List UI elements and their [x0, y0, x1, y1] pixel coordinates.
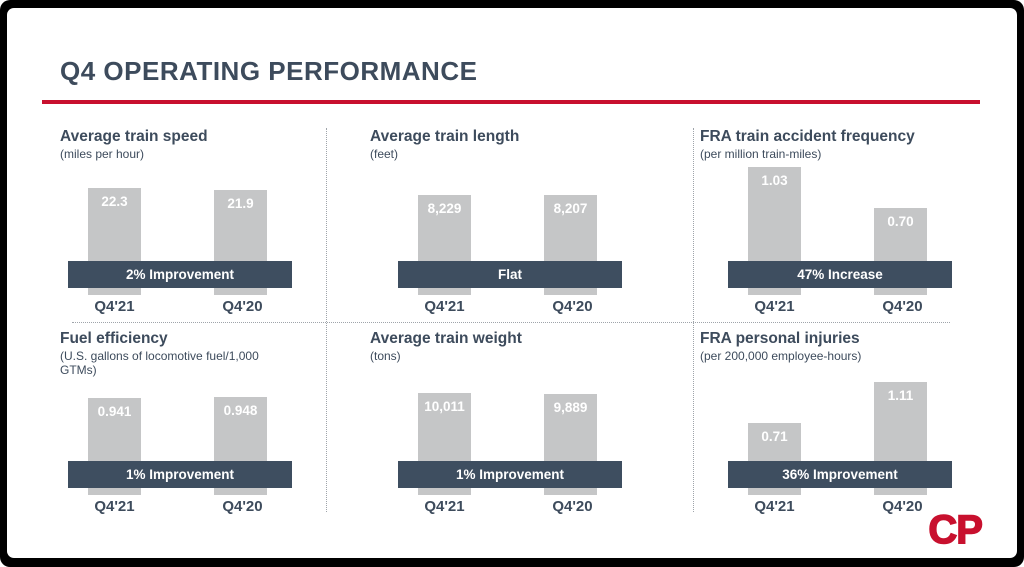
panel-fuel-efficiency: Fuel efficiency (U.S. gallons of locomot… [40, 327, 326, 520]
category-label-q4-21: Q4'21 [754, 298, 795, 315]
page-title: Q4 OPERATING PERFORMANCE [60, 56, 478, 86]
callout-label: 1% Improvement [125, 467, 235, 482]
category-label-q4-21: Q4'21 [424, 498, 465, 515]
vertical-divider-2 [693, 128, 694, 512]
bar-value-label: 1.11 [887, 388, 914, 403]
horizontal-divider [72, 322, 950, 323]
cp-logo: CP [928, 507, 984, 553]
panel-subtitle: (per 200,000 employee-hours) [700, 349, 862, 363]
category-label-q4-20: Q4'20 [552, 498, 593, 515]
bar-value-label: 10,011 [424, 399, 465, 414]
category-axis: Q4'21 Q4'20 [700, 298, 986, 318]
bar-chart: 8,229 8,207 Flat [370, 165, 656, 295]
category-axis: Q4'21 Q4'20 [40, 298, 326, 318]
panel-fra-train-accident-frequency: FRA train accident frequency (per millio… [700, 125, 986, 320]
category-label-q4-21: Q4'21 [424, 298, 465, 315]
category-label-q4-20: Q4'20 [882, 498, 923, 515]
bar-value-label: 21.9 [227, 196, 254, 211]
category-axis: Q4'21 Q4'20 [370, 298, 656, 318]
bar-value-label: 0.71 [761, 429, 788, 444]
panel-title: Average train weight [370, 330, 522, 347]
bar-value-label: 0.70 [887, 214, 914, 229]
change-callout-banner: 47% Increase [728, 261, 952, 288]
callout-label: 1% Improvement [455, 467, 565, 482]
callout-label: Flat [497, 267, 522, 282]
category-axis: Q4'21 Q4'20 [700, 498, 986, 518]
category-axis: Q4'21 Q4'20 [40, 498, 326, 518]
panel-subtitle: (U.S. gallons of locomotive fuel/1,000 G… [60, 349, 259, 378]
change-callout-banner: 36% Improvement [728, 461, 952, 488]
change-callout-banner: 1% Improvement [398, 461, 622, 488]
bar-value-label: 0.941 [97, 404, 132, 419]
bar-value-label: 22.3 [101, 194, 128, 209]
title-underline-rule [42, 100, 980, 104]
category-label-q4-21: Q4'21 [754, 498, 795, 515]
panel-average-train-length: Average train length (feet) 8,229 8,207 … [370, 125, 656, 320]
bar-value-label: 0.948 [223, 403, 258, 418]
panel-title: FRA train accident frequency [700, 128, 915, 145]
callout-label: 36% Improvement [782, 467, 898, 482]
panel-average-train-weight: Average train weight (tons) 10,011 9,889… [370, 327, 656, 520]
panel-title: Average train speed [60, 128, 208, 145]
panel-title: Fuel efficiency [60, 330, 168, 347]
category-label-q4-20: Q4'20 [552, 298, 593, 315]
bar-chart: 10,011 9,889 1% Improvement [370, 365, 656, 495]
bar-value-label: 8,229 [427, 201, 462, 216]
callout-label: 47% Increase [797, 267, 883, 282]
vertical-divider-1 [326, 128, 327, 512]
category-label-q4-20: Q4'20 [222, 498, 263, 515]
bar-chart: 22.3 21.9 2% Improvement [40, 165, 326, 295]
category-label-q4-21: Q4'21 [94, 498, 135, 515]
change-callout-banner: 2% Improvement [68, 261, 292, 288]
panel-subtitle: (per million train-miles) [700, 147, 822, 161]
bar-chart: 1.03 0.70 47% Increase [700, 165, 986, 295]
category-axis: Q4'21 Q4'20 [370, 498, 656, 518]
panel-average-train-speed: Average train speed (miles per hour) 22.… [40, 125, 326, 320]
panel-subtitle: (feet) [370, 147, 399, 161]
callout-label: 2% Improvement [125, 267, 235, 282]
panel-subtitle: (miles per hour) [60, 147, 145, 161]
bar-chart: 0.71 1.11 36% Improvement [700, 365, 986, 495]
bar-value-label: 9,889 [553, 400, 588, 415]
category-label-q4-21: Q4'21 [94, 298, 135, 315]
panel-title: FRA personal injuries [700, 330, 860, 347]
bar-value-label: 8,207 [553, 201, 588, 216]
bar-chart: 0.941 0.948 1% Improvement [40, 365, 326, 495]
category-label-q4-20: Q4'20 [222, 298, 263, 315]
panel-fra-personal-injuries: FRA personal injuries (per 200,000 emplo… [700, 327, 986, 520]
panel-title: Average train length [370, 128, 520, 145]
panel-subtitle: (tons) [370, 349, 401, 363]
change-callout-banner: Flat [398, 261, 622, 288]
category-label-q4-20: Q4'20 [882, 298, 923, 315]
change-callout-banner: 1% Improvement [68, 461, 292, 488]
bar-value-label: 1.03 [761, 173, 788, 188]
